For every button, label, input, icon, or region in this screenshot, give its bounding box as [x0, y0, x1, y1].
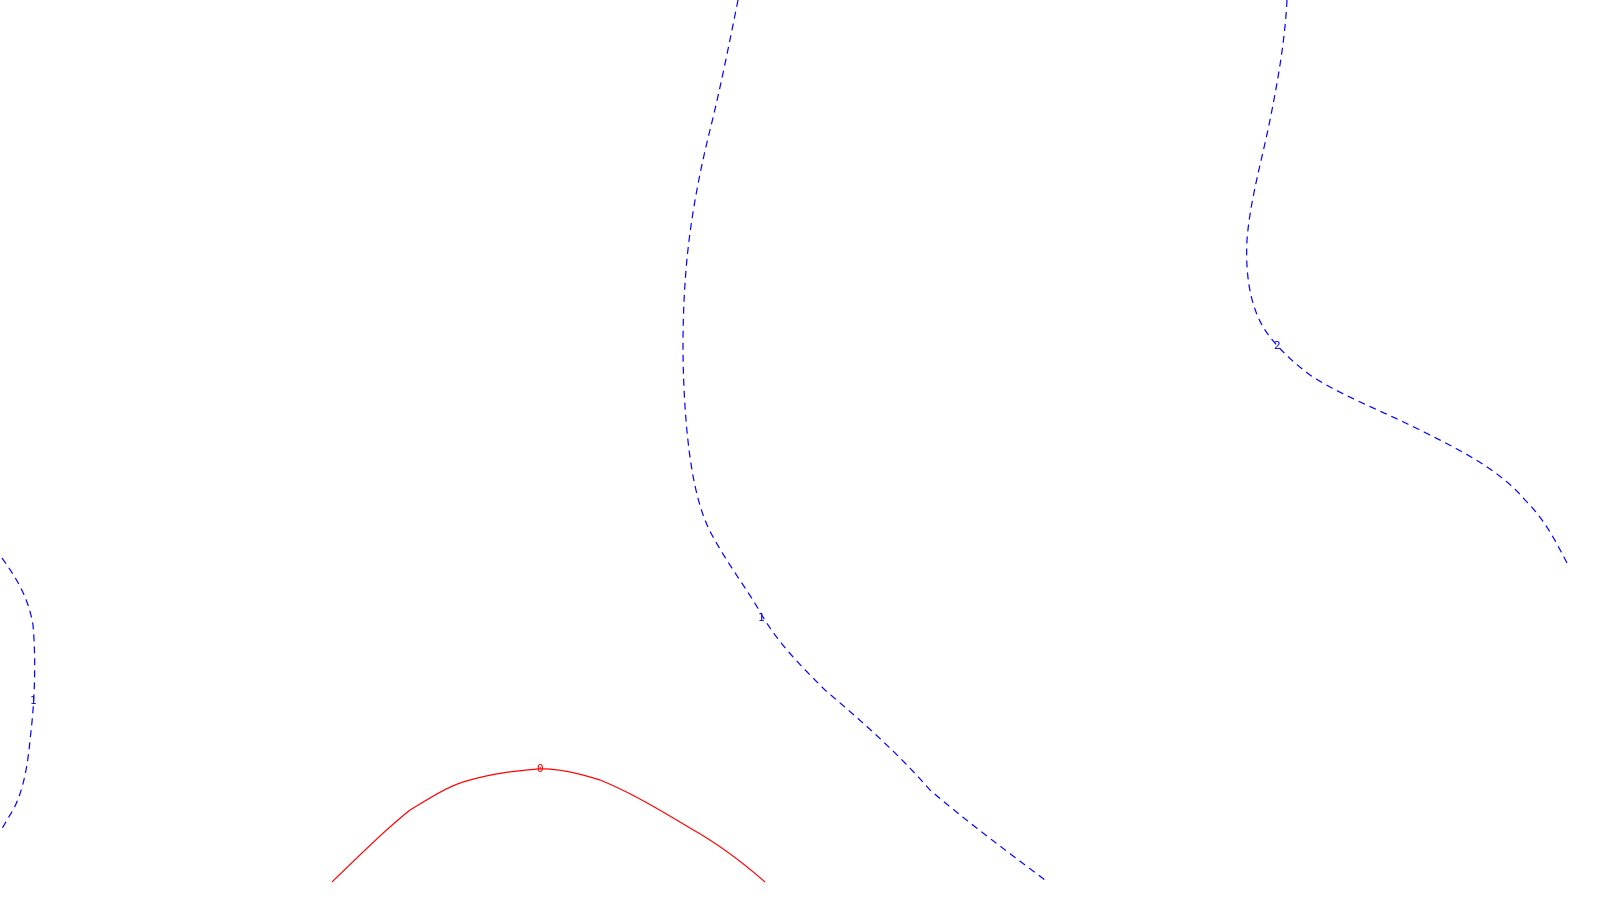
contour-label-left: 1 — [30, 694, 37, 707]
contour-label-bottom: 0 — [537, 762, 544, 775]
contour-label-center: 1 — [758, 611, 765, 624]
contour-label-right: 2 — [1274, 339, 1281, 352]
contour-line-bottom — [331, 768, 766, 883]
contour-line-left — [0, 557, 36, 833]
contour-line-right — [1246, 0, 1568, 564]
contour-line-center — [682, 0, 1046, 881]
